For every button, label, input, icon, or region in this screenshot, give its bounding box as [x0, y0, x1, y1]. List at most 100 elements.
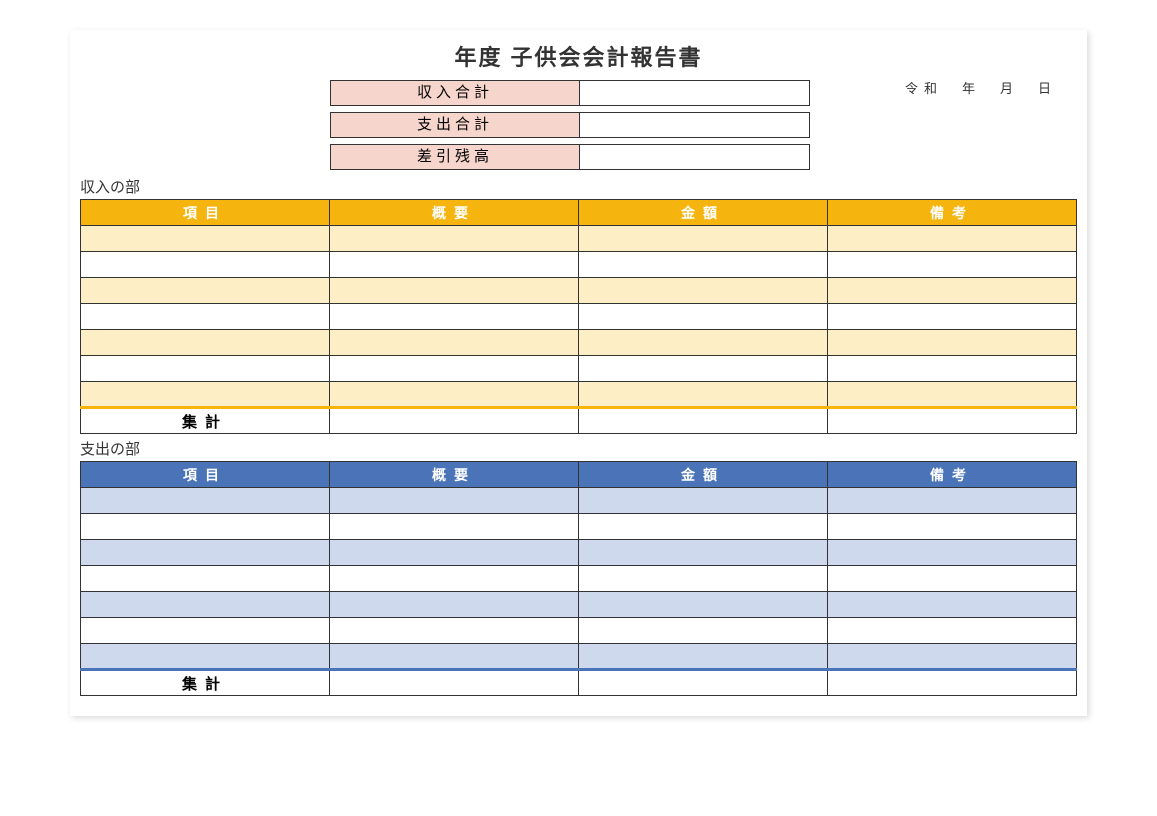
table-cell [330, 514, 579, 540]
summary-value-income [580, 80, 810, 106]
expense-section-title: 支出の部 [80, 438, 1077, 459]
table-cell [330, 540, 579, 566]
table-cell [579, 592, 828, 618]
table-cell [81, 644, 330, 670]
summary-value-balance [580, 144, 810, 170]
income-col-note: 備考 [828, 200, 1077, 226]
table-cell [330, 252, 579, 278]
table-cell [81, 304, 330, 330]
table-cell [579, 382, 828, 408]
expense-col-item: 項目 [81, 462, 330, 488]
table-row [81, 226, 1077, 252]
table-cell [828, 618, 1077, 644]
summary-value-expense [580, 112, 810, 138]
summary-label-income: 収入合計 [330, 80, 580, 106]
table-cell [330, 566, 579, 592]
table-cell [828, 382, 1077, 408]
table-row [81, 252, 1077, 278]
table-cell [579, 330, 828, 356]
table-row [81, 304, 1077, 330]
table-cell [330, 592, 579, 618]
table-cell [828, 540, 1077, 566]
table-cell [81, 566, 330, 592]
table-cell [330, 226, 579, 252]
expense-total-cell [579, 670, 828, 696]
table-row [81, 488, 1077, 514]
table-cell [579, 226, 828, 252]
table-cell [828, 644, 1077, 670]
table-cell [81, 356, 330, 382]
table-row [81, 592, 1077, 618]
table-cell [828, 226, 1077, 252]
income-col-amount: 金額 [579, 200, 828, 226]
table-cell [330, 488, 579, 514]
table-row [81, 278, 1077, 304]
table-row [81, 330, 1077, 356]
table-cell [828, 488, 1077, 514]
table-row [81, 618, 1077, 644]
table-cell [579, 356, 828, 382]
table-cell [828, 592, 1077, 618]
table-cell [330, 618, 579, 644]
table-cell [579, 488, 828, 514]
income-section-title: 収入の部 [80, 176, 1077, 197]
table-cell [81, 382, 330, 408]
table-cell [579, 540, 828, 566]
table-cell [81, 278, 330, 304]
table-row [81, 644, 1077, 670]
table-cell [330, 382, 579, 408]
expense-col-note: 備考 [828, 462, 1077, 488]
table-cell [579, 252, 828, 278]
table-cell [828, 278, 1077, 304]
table-row [81, 540, 1077, 566]
income-table: 項目 概要 金額 備考 集計 [80, 199, 1077, 434]
table-cell [579, 278, 828, 304]
income-col-summary: 概要 [330, 200, 579, 226]
expense-col-amount: 金額 [579, 462, 828, 488]
expense-col-summary: 概要 [330, 462, 579, 488]
table-cell [330, 356, 579, 382]
table-cell [579, 618, 828, 644]
table-row [81, 566, 1077, 592]
table-cell [81, 540, 330, 566]
table-cell [330, 278, 579, 304]
table-cell [579, 514, 828, 540]
table-cell [828, 566, 1077, 592]
expense-tbody [81, 488, 1077, 670]
income-total-cell [828, 408, 1077, 434]
table-cell [579, 644, 828, 670]
table-row [81, 382, 1077, 408]
income-total-cell [330, 408, 579, 434]
date-line: 令和 年 月 日 [905, 78, 1057, 97]
table-row [81, 356, 1077, 382]
expense-table: 項目 概要 金額 備考 集計 [80, 461, 1077, 696]
table-cell [81, 592, 330, 618]
table-cell [579, 304, 828, 330]
table-row [81, 514, 1077, 540]
expense-total-row: 集計 [81, 670, 1077, 696]
income-total-cell [579, 408, 828, 434]
table-cell [81, 226, 330, 252]
income-total-row: 集計 [81, 408, 1077, 434]
expense-header-row: 項目 概要 金額 備考 [81, 462, 1077, 488]
table-cell [828, 356, 1077, 382]
income-total-label: 集計 [81, 408, 330, 434]
table-cell [828, 514, 1077, 540]
table-cell [828, 330, 1077, 356]
table-cell [81, 330, 330, 356]
table-cell [330, 304, 579, 330]
table-cell [81, 514, 330, 540]
page-title: 年度 子供会会計報告書 [80, 40, 1077, 72]
table-cell [828, 252, 1077, 278]
table-cell [81, 488, 330, 514]
summary-row-expense: 支出合計 [330, 112, 1077, 138]
table-cell [81, 618, 330, 644]
income-col-item: 項目 [81, 200, 330, 226]
table-cell [330, 644, 579, 670]
table-cell [828, 304, 1077, 330]
income-tbody [81, 226, 1077, 408]
expense-total-cell [330, 670, 579, 696]
table-cell [81, 252, 330, 278]
table-cell [330, 330, 579, 356]
summary-label-expense: 支出合計 [330, 112, 580, 138]
